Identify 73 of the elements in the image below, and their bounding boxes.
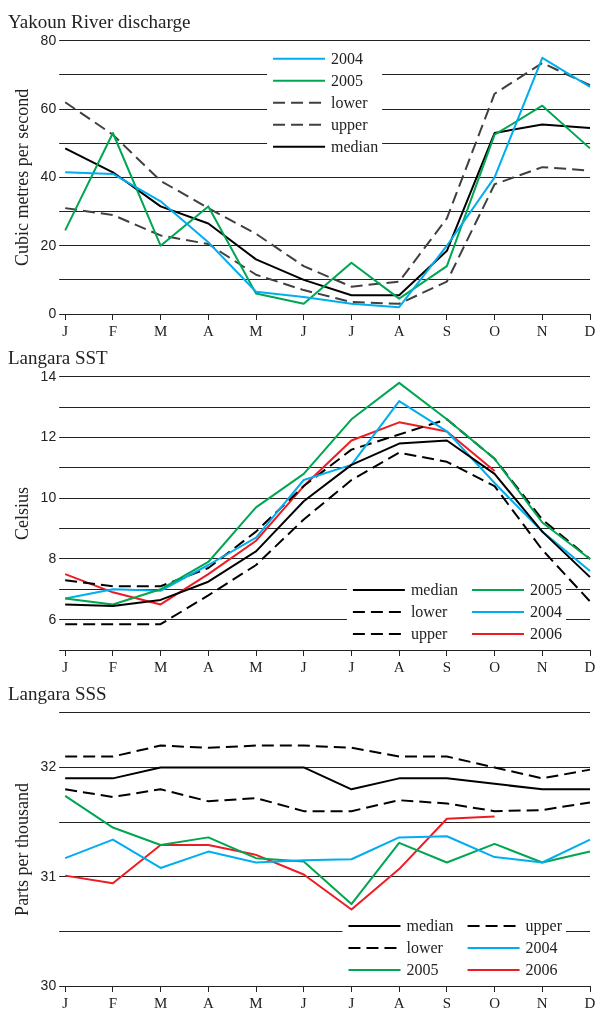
- x-tick-label: O: [489, 322, 501, 339]
- x-tick-label: F: [108, 322, 118, 339]
- x-tick-label: M: [153, 994, 168, 1011]
- x-tick-label: F: [108, 658, 118, 675]
- x-tick-label: S: [442, 322, 452, 339]
- y-axis-title: Cubic metres per second: [11, 88, 32, 267]
- chart-title: Langara SSS: [8, 683, 107, 705]
- y-tick-label: 12: [40, 428, 57, 445]
- line-series: [64, 788, 591, 813]
- x-tick-label: A: [393, 322, 405, 339]
- x-tick-label: J: [62, 322, 69, 339]
- legend-label: upper: [331, 116, 369, 134]
- x-tick-label: M: [153, 658, 168, 675]
- x-tick-label: J: [62, 994, 69, 1011]
- y-tick-label: 8: [48, 549, 57, 566]
- x-tick-label: S: [442, 658, 452, 675]
- legend-label: median: [410, 581, 458, 599]
- x-tick-label: M: [249, 994, 263, 1011]
- x-tick-label: J: [300, 994, 307, 1011]
- x-tick-label: O: [489, 994, 501, 1011]
- y-tick-label: 40: [40, 168, 57, 185]
- x-tick-label: D: [584, 658, 596, 675]
- x-tick-label: M: [153, 322, 168, 339]
- legend-label: median: [406, 917, 454, 935]
- legend-label: upper: [525, 917, 563, 936]
- x-tick-label: J: [348, 658, 355, 675]
- legend-label: median: [331, 138, 379, 155]
- legend-label: 2004: [530, 603, 562, 621]
- x-tick-label: J: [348, 322, 355, 339]
- x-tick-label: N: [536, 322, 548, 339]
- legend-label: lower: [406, 939, 444, 957]
- x-tick-label: O: [489, 658, 501, 675]
- chart-title: Yakoun River discharge: [8, 11, 191, 33]
- x-tick-label: M: [249, 658, 263, 675]
- x-tick-label: S: [442, 994, 452, 1011]
- legend-label: upper: [410, 625, 449, 644]
- y-tick-label: 10: [40, 489, 57, 506]
- legend-label: lower: [410, 603, 449, 621]
- x-tick-label: A: [202, 322, 214, 339]
- legend-label: 2006: [525, 961, 558, 979]
- y-axis-title: Parts per thousand: [11, 782, 32, 916]
- y-tick-label: 0: [48, 304, 57, 321]
- x-tick-label: A: [393, 994, 405, 1011]
- x-tick-label: A: [202, 658, 214, 675]
- x-tick-label: D: [584, 322, 596, 339]
- legend-label: 2006: [530, 625, 562, 643]
- chart-title: Langara SST: [8, 347, 109, 369]
- legend-label: 2005: [530, 581, 562, 599]
- y-tick-label: 14: [40, 367, 57, 384]
- x-tick-label: N: [536, 994, 548, 1011]
- legend-label: 2005: [406, 961, 439, 979]
- y-tick-label: 6: [48, 610, 57, 627]
- x-tick-label: F: [108, 994, 118, 1011]
- legend-label: 2004: [331, 50, 364, 67]
- x-tick-label: A: [393, 658, 405, 675]
- legend-label: 2004: [525, 939, 558, 957]
- y-tick-label: 30: [40, 976, 57, 993]
- y-tick-label: 20: [40, 236, 57, 253]
- x-tick-label: J: [348, 994, 355, 1011]
- x-tick-label: J: [300, 322, 307, 339]
- y-tick-label: 80: [40, 31, 57, 48]
- x-tick-label: J: [300, 658, 307, 675]
- x-tick-label: D: [584, 994, 596, 1011]
- y-axis-title: Celsius: [11, 486, 32, 540]
- y-tick-label: 32: [40, 758, 57, 775]
- legend-label: 2005: [331, 72, 364, 89]
- x-tick-label: J: [62, 658, 69, 675]
- x-tick-label: M: [249, 322, 263, 339]
- y-tick-label: 31: [40, 867, 57, 884]
- y-tick-label: 60: [40, 99, 57, 116]
- legend-label: lower: [331, 94, 369, 111]
- x-tick-label: A: [202, 994, 214, 1011]
- x-tick-label: N: [536, 658, 548, 675]
